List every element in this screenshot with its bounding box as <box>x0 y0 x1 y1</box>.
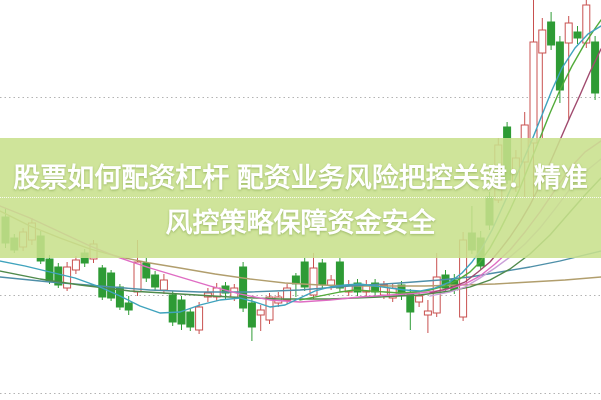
candle <box>124 296 133 315</box>
headline-band: 股票如何配资杠杆 配资业务风险把控关键：精准 风控策略保障资金安全 <box>0 138 601 258</box>
ma-bright-green <box>299 19 601 301</box>
candle <box>344 280 353 296</box>
candle <box>98 265 107 300</box>
band-gridline <box>0 197 601 198</box>
candle <box>107 270 116 301</box>
candle <box>177 296 186 330</box>
candle <box>538 18 547 138</box>
candle <box>247 299 256 341</box>
candle <box>441 270 450 292</box>
candle <box>300 258 309 291</box>
candle <box>71 256 80 274</box>
candle <box>195 302 204 334</box>
candle <box>265 293 274 324</box>
candle <box>423 300 432 333</box>
candle <box>555 36 564 103</box>
candle <box>547 12 556 50</box>
headline-line1: 股票如何配资杠杆 配资业务风险把控关键：精准 <box>13 163 588 193</box>
candle <box>564 16 573 120</box>
ma-steel-blue <box>0 250 601 293</box>
candle <box>54 263 63 288</box>
candle <box>151 271 160 291</box>
candle <box>353 279 362 296</box>
candle <box>256 305 265 331</box>
candle <box>573 26 582 44</box>
candle <box>239 262 248 312</box>
headline-line2: 风控策略保障资金安全 <box>165 208 436 238</box>
candle <box>291 273 300 297</box>
candle <box>582 0 591 48</box>
candle <box>371 279 380 296</box>
candle <box>186 308 195 331</box>
candle <box>362 280 371 296</box>
candle <box>168 291 177 326</box>
